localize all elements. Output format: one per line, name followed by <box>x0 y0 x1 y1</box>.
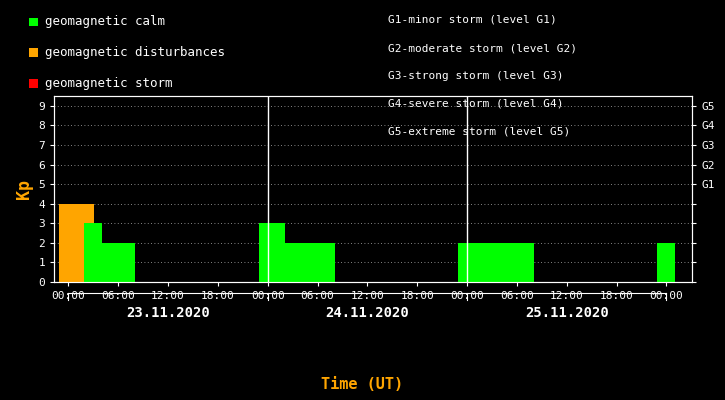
Bar <box>466 243 484 282</box>
Text: G2-moderate storm (level G2): G2-moderate storm (level G2) <box>388 43 577 53</box>
Text: geomagnetic disturbances: geomagnetic disturbances <box>45 46 225 59</box>
Bar <box>508 243 526 282</box>
Text: G1-minor storm (level G1): G1-minor storm (level G1) <box>388 15 557 25</box>
Text: 23.11.2020: 23.11.2020 <box>126 306 210 320</box>
Bar <box>117 243 136 282</box>
Bar <box>516 243 534 282</box>
Bar <box>276 243 294 282</box>
Bar <box>283 243 302 282</box>
Text: 24.11.2020: 24.11.2020 <box>326 306 410 320</box>
Text: G5-extreme storm (level G5): G5-extreme storm (level G5) <box>388 127 570 137</box>
Bar <box>483 243 501 282</box>
Text: geomagnetic calm: geomagnetic calm <box>45 16 165 28</box>
Bar <box>292 243 310 282</box>
Bar <box>59 204 78 282</box>
Text: G4-severe storm (level G4): G4-severe storm (level G4) <box>388 99 563 109</box>
Text: G3-strong storm (level G3): G3-strong storm (level G3) <box>388 71 563 81</box>
Bar <box>84 223 102 282</box>
Bar <box>458 243 476 282</box>
Bar <box>317 243 335 282</box>
Bar <box>67 204 86 282</box>
Bar <box>76 204 94 282</box>
Text: geomagnetic storm: geomagnetic storm <box>45 77 173 90</box>
Bar <box>267 223 285 282</box>
Bar <box>300 262 318 282</box>
Text: Time (UT): Time (UT) <box>321 377 404 392</box>
Bar <box>101 262 119 282</box>
Bar <box>93 243 110 282</box>
Bar <box>492 243 509 282</box>
Bar <box>475 243 493 282</box>
Y-axis label: Kp: Kp <box>15 179 33 199</box>
Bar <box>658 243 676 282</box>
Bar <box>259 223 277 282</box>
Bar <box>109 243 127 282</box>
Text: 25.11.2020: 25.11.2020 <box>525 306 609 320</box>
Bar <box>309 243 326 282</box>
Bar <box>500 262 518 282</box>
